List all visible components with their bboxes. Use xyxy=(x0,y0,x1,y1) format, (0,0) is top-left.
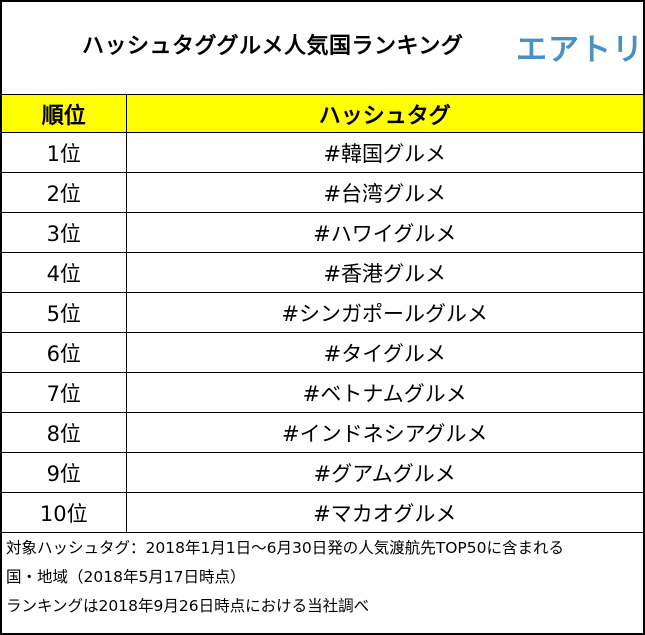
rank-cell: 5位 xyxy=(2,292,127,333)
column-header-hashtag: ハッシュタグ xyxy=(125,94,643,133)
hashtag-cell: #ベトナムグルメ xyxy=(125,372,643,413)
table-row: 8位 #インドネシアグルメ xyxy=(2,412,643,453)
page-title: ハッシュタググルメ人気国ランキング xyxy=(82,34,464,59)
title-row: ハッシュタググルメ人気国ランキング エアトリ xyxy=(2,2,643,96)
rank-cell: 1位 xyxy=(2,132,127,173)
ranking-table: 順位 ハッシュタグ 1位 #韓国グルメ 2位 #台湾グルメ 3位 #ハワイグルメ… xyxy=(2,94,643,533)
hashtag-cell: #香港グルメ xyxy=(125,252,643,293)
hashtag-cell: #マカオグルメ xyxy=(125,492,643,533)
hashtag-cell: #インドネシアグルメ xyxy=(125,412,643,453)
rank-cell: 2位 xyxy=(2,172,127,213)
table-row: 3位 #ハワイグルメ xyxy=(2,212,643,253)
rank-cell: 7位 xyxy=(2,372,127,413)
footnotes: 対象ハッシュタグ：2018年1月1日～6月30日発の人気渡航先TOP50に含まれ… xyxy=(6,534,642,621)
rank-cell: 8位 xyxy=(2,412,127,453)
table-row: 2位 #台湾グルメ xyxy=(2,172,643,213)
table-row: 1位 #韓国グルメ xyxy=(2,132,643,173)
column-header-rank: 順位 xyxy=(2,94,127,133)
table-row: 10位 #マカオグルメ xyxy=(2,492,643,533)
footnote-line: ランキングは2018年9月26日時点における当社調べ xyxy=(6,597,370,615)
table-row: 7位 #ベトナムグルメ xyxy=(2,372,643,413)
rank-cell: 3位 xyxy=(2,212,127,253)
hashtag-cell: #グアムグルメ xyxy=(125,452,643,493)
airtrip-logo: エアトリ xyxy=(516,32,644,68)
hashtag-cell: #シンガポールグルメ xyxy=(125,292,643,333)
rank-cell: 10位 xyxy=(2,492,127,533)
table-row: 5位 #シンガポールグルメ xyxy=(2,292,643,333)
rank-cell: 6位 xyxy=(2,332,127,373)
rank-cell: 4位 xyxy=(2,252,127,293)
hashtag-cell: #台湾グルメ xyxy=(125,172,643,213)
footnote-line: 対象ハッシュタグ：2018年1月1日～6月30日発の人気渡航先TOP50に含まれ… xyxy=(6,539,564,557)
hashtag-cell: #タイグルメ xyxy=(125,332,643,373)
table-row: 6位 #タイグルメ xyxy=(2,332,643,373)
table-row: 9位 #グアムグルメ xyxy=(2,452,643,493)
hashtag-cell: #ハワイグルメ xyxy=(125,212,643,253)
rank-cell: 9位 xyxy=(2,452,127,493)
table-row: 4位 #香港グルメ xyxy=(2,252,643,293)
hashtag-cell: #韓国グルメ xyxy=(125,132,643,173)
footnote-line: 国・地域（2018年5月17日時点） xyxy=(6,568,246,586)
table-header-row: 順位 ハッシュタグ xyxy=(2,94,643,133)
